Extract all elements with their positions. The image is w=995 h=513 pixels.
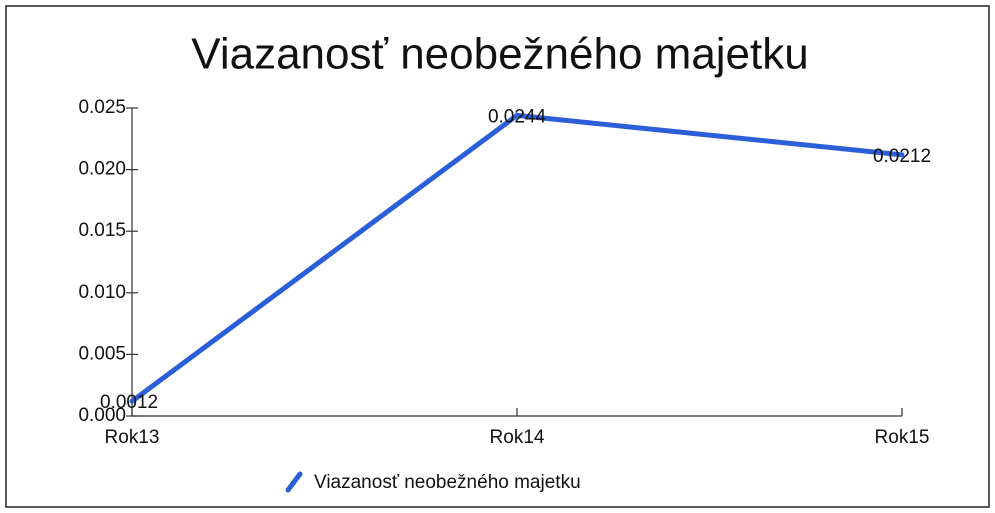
- x-tick-label: Rok13: [105, 427, 160, 448]
- frame: [5, 5, 990, 508]
- x-tick-label: Rok15: [875, 427, 930, 448]
- y-tick-label: 0.025: [78, 97, 126, 118]
- data-label: 0.0212: [873, 146, 931, 167]
- x-tick-label: Rok14: [490, 427, 545, 448]
- line-series: [129, 112, 905, 404]
- chart-title: Viazanosť neobežného majetku: [191, 30, 808, 79]
- y-tick-label: 0.020: [78, 159, 126, 180]
- legend-swatch: [285, 471, 303, 493]
- y-tick-label: 0.005: [78, 343, 126, 364]
- data-label: 0.0244: [488, 106, 547, 127]
- y-tick-label: 0.010: [78, 282, 126, 303]
- legend-label: Viazanosť neobežného majetku: [314, 472, 581, 493]
- data-label: 0.0012: [100, 392, 158, 413]
- y-tick-label: 0.000: [78, 405, 126, 426]
- y-tick-label: 0.015: [78, 220, 126, 241]
